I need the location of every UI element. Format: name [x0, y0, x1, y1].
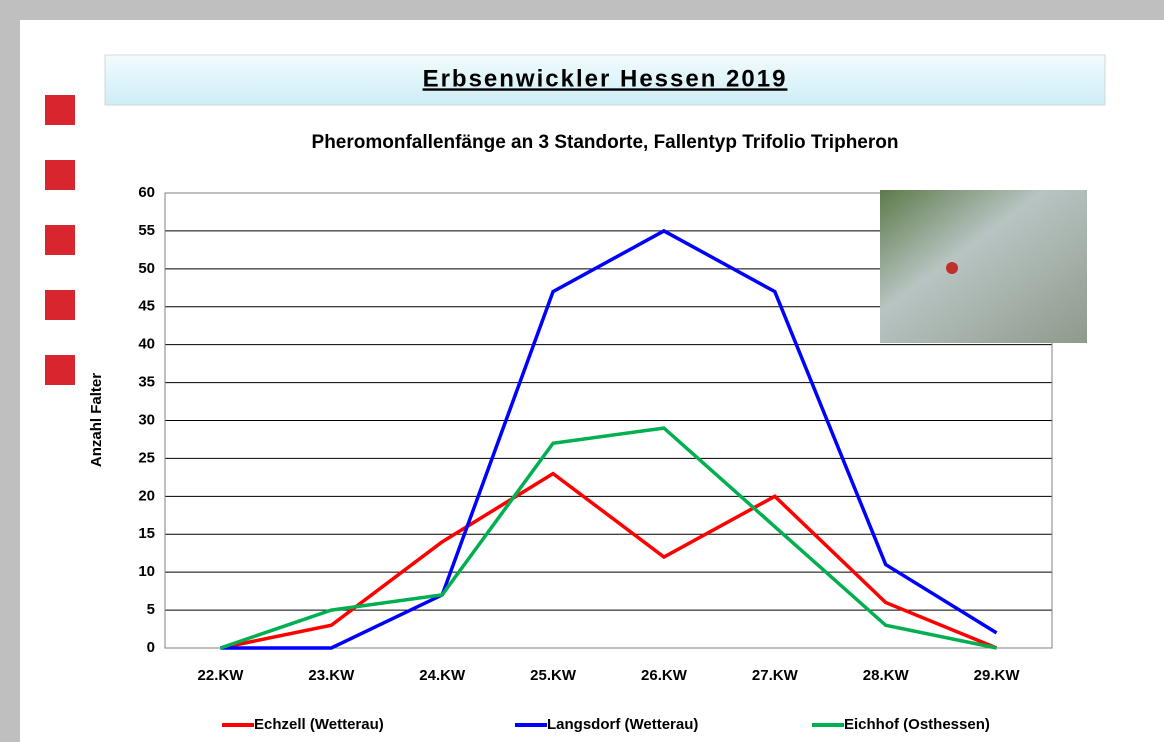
y-tick-label: 10 [138, 563, 155, 580]
frame-left [0, 0, 20, 742]
y-tick-label: 50 [138, 260, 155, 277]
chart-title: Pheromonfallenfänge an 3 Standorte, Fall… [312, 132, 899, 153]
y-tick-label: 20 [138, 487, 155, 504]
y-tick-label: 25 [138, 449, 155, 466]
y-tick-label: 40 [138, 336, 155, 353]
frame-top [0, 0, 1164, 20]
x-tick-label: 25.KW [530, 667, 577, 684]
y-tick-label: 0 [147, 639, 155, 656]
legend-label: Langsdorf (Wetterau) [547, 716, 698, 733]
y-axis-label: Anzahl Falter [88, 373, 105, 467]
x-tick-label: 24.KW [419, 667, 466, 684]
x-tick-label: 22.KW [198, 667, 245, 684]
series-line [220, 471, 998, 650]
y-tick-label: 15 [138, 525, 155, 542]
x-tick-label: 23.KW [308, 667, 355, 684]
photo-detail [946, 262, 958, 274]
y-tick-label: 5 [147, 601, 155, 618]
legend-label: Eichhof (Osthessen) [844, 716, 990, 733]
y-tick-label: 45 [138, 298, 155, 315]
bullets [45, 95, 75, 385]
header-box [104, 54, 1106, 106]
y-tick-label: 30 [138, 411, 155, 428]
legend-label: Echzell (Wetterau) [254, 716, 384, 733]
x-tick-label: 29.KW [974, 667, 1021, 684]
plot-frame [164, 192, 1053, 649]
header-title: Erbsenwickler Hessen 2019 [423, 65, 788, 92]
series-line [219, 426, 997, 650]
y-tick-label: 55 [138, 222, 155, 239]
x-tick-label: 26.KW [641, 667, 688, 684]
photo [880, 190, 1087, 343]
x-tick-label: 28.KW [863, 667, 910, 684]
y-tick-label: 35 [138, 374, 155, 391]
series-line [220, 228, 998, 650]
y-tick-label: 60 [138, 184, 155, 201]
x-tick-label: 27.KW [752, 667, 799, 684]
